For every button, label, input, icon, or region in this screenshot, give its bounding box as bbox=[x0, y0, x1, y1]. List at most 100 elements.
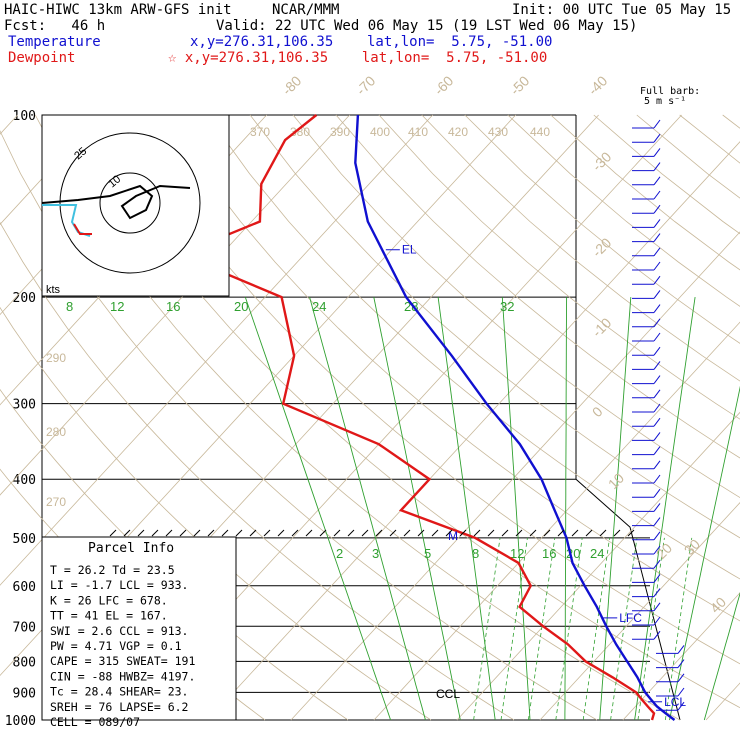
mixing-ratio-label-upper: 8 bbox=[66, 299, 73, 314]
wind-barb-flag bbox=[653, 588, 661, 597]
wind-barb-flag bbox=[653, 531, 661, 541]
wind-barb-flag bbox=[677, 687, 685, 697]
wind-barb-flag bbox=[653, 446, 661, 455]
isotherm-label: 10 bbox=[605, 470, 627, 492]
theta-label: 370 bbox=[250, 125, 270, 139]
wind-barb-flag bbox=[653, 290, 661, 299]
mixing-ratio-label-upper: 20 bbox=[234, 299, 248, 314]
parcel-row: CAPE = 315 SWEAT= 191 bbox=[50, 654, 195, 668]
hatch-tick bbox=[529, 529, 537, 537]
wind-barb-flag bbox=[653, 190, 661, 200]
wind-barb-flag bbox=[653, 247, 661, 257]
forecast-hour: Fcst: 46 h bbox=[4, 18, 106, 34]
wind-barb-flag bbox=[653, 204, 661, 214]
dry-adiabat-line bbox=[249, 114, 740, 539]
hatch-tick bbox=[221, 529, 229, 537]
moist-adiabat-line bbox=[501, 297, 531, 721]
dry-adiabat-line bbox=[292, 114, 740, 499]
hatch-tick bbox=[515, 529, 523, 537]
parcel-row: T = 26.2 Td = 23.5 bbox=[50, 563, 175, 577]
hatch-tick bbox=[613, 529, 621, 537]
isotherm-line bbox=[456, 411, 740, 721]
lcl-level-label: LCL bbox=[664, 695, 686, 709]
dewpoint-legend-label: Dewpoint bbox=[8, 50, 76, 66]
wind-barb-flag bbox=[677, 701, 685, 711]
temperature-legend-label: Temperature bbox=[8, 34, 101, 50]
isotherm-label: -40 bbox=[585, 72, 611, 98]
wind-barb-flag bbox=[653, 346, 661, 356]
hodograph-trace-red bbox=[73, 223, 92, 235]
wind-barb-flag bbox=[653, 332, 661, 342]
isotherm-line bbox=[0, 114, 101, 225]
isobar-label: 1000 bbox=[5, 714, 36, 729]
isotherm-label: -50 bbox=[507, 72, 533, 98]
hatch-tick bbox=[151, 529, 159, 537]
theta-label: 410 bbox=[408, 125, 428, 139]
dry-adiabat-line bbox=[0, 221, 515, 721]
mixing-ratio-line bbox=[500, 537, 528, 721]
mixing-ratio-label-lower: 12 bbox=[510, 546, 524, 561]
dry-adiabat-line bbox=[77, 114, 740, 709]
hodograph-ring-outer bbox=[59, 132, 201, 274]
hatch-tick bbox=[501, 529, 509, 537]
hatch-tick bbox=[179, 529, 187, 537]
hatch-tick bbox=[417, 529, 425, 537]
wind-barb-flag bbox=[653, 630, 661, 640]
mixing-ratio-label-lower: 24 bbox=[590, 546, 604, 561]
org-label: NCAR/MMM bbox=[272, 2, 340, 18]
hatch-tick bbox=[599, 529, 607, 537]
mixing-ratio-line bbox=[664, 537, 693, 721]
hatch-tick bbox=[109, 529, 117, 537]
moist-adiabat-line bbox=[309, 296, 426, 721]
hatch-tick bbox=[445, 529, 453, 537]
dry-adiabat-line bbox=[421, 114, 740, 382]
isobar-label: 300 bbox=[13, 398, 36, 413]
isotherm-line bbox=[290, 231, 740, 721]
wind-barb-flag bbox=[653, 304, 661, 313]
isobar-label: 800 bbox=[13, 655, 36, 670]
hatch-tick bbox=[375, 529, 383, 537]
isobar-label: 400 bbox=[13, 473, 36, 488]
dry-adiabat-line bbox=[378, 114, 740, 420]
theta-label: 280 bbox=[46, 425, 66, 439]
moist-adiabat-line bbox=[669, 385, 740, 721]
isobar-label: 900 bbox=[13, 686, 36, 701]
wind-barb-flag bbox=[653, 219, 661, 228]
isobar-label: 200 bbox=[13, 291, 36, 306]
hatch-tick bbox=[277, 529, 285, 537]
moist-adiabat-line bbox=[437, 297, 496, 721]
mixing-ratio-label-lower: 16 bbox=[542, 546, 556, 561]
wind-barb-flag bbox=[653, 133, 661, 143]
parcel-panel-box bbox=[41, 536, 237, 721]
hatch-tick bbox=[459, 529, 467, 537]
wind-barb-flag bbox=[653, 460, 661, 470]
hatch-tick bbox=[487, 529, 495, 537]
isotherm-label: -60 bbox=[431, 72, 457, 98]
wind-barbs bbox=[632, 119, 685, 711]
moist-adiabat-line bbox=[634, 297, 696, 721]
isotherm-line bbox=[207, 141, 740, 721]
dry-adiabat-line bbox=[34, 114, 681, 721]
model-title: HAIC-HIWC 13km ARW-GFS init bbox=[4, 2, 232, 18]
hatch-tick bbox=[333, 529, 341, 537]
isobar-label: 700 bbox=[13, 620, 36, 635]
wind-barb-flag bbox=[653, 148, 661, 157]
valid-time: Valid: 22 UTC Wed 06 May 15 (19 LST Wed … bbox=[216, 18, 638, 34]
isotherm-label: -10 bbox=[589, 314, 615, 340]
barb-legend-title: Full barb: bbox=[640, 86, 701, 97]
parcel-panel-title: Parcel Info bbox=[88, 541, 174, 556]
temperature-trace bbox=[354, 114, 676, 721]
dry-adiabat-line bbox=[163, 114, 740, 622]
hatch-tick bbox=[137, 529, 145, 537]
isotherm-line bbox=[0, 114, 433, 586]
wind-barb-flag bbox=[653, 559, 661, 569]
hatch-tick bbox=[431, 529, 439, 537]
wind-barb-flag bbox=[653, 503, 661, 512]
parcel-row: Tc = 28.4 SHEAR= 23. bbox=[50, 685, 188, 699]
lfc-level-label: LFC bbox=[619, 611, 642, 625]
parcel-row: LI = -1.7 LCL = 933. bbox=[50, 578, 188, 592]
hatch-tick bbox=[249, 529, 257, 537]
isotherm-line bbox=[373, 321, 740, 721]
